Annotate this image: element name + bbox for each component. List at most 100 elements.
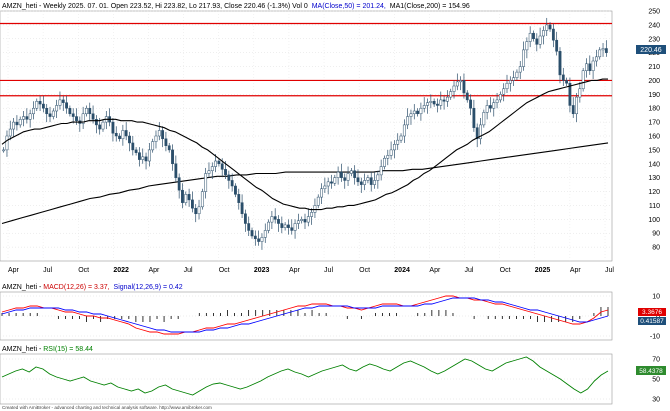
candle-body	[462, 80, 466, 94]
rsi-path	[1, 356, 609, 396]
candle-body	[68, 107, 72, 115]
candle-body	[495, 99, 499, 103]
y-tick-label: 150	[648, 147, 660, 154]
candle-body	[515, 71, 519, 78]
candle-body	[498, 94, 502, 101]
ma50-line	[1, 78, 608, 211]
candle-body	[174, 163, 178, 178]
candle-body	[151, 141, 155, 151]
rsi-title: AMZN_heti - RSI(15) = 58.44	[2, 346, 93, 353]
candle-body	[161, 130, 165, 140]
macd-value-label: 3.3676	[642, 309, 662, 316]
candle-body	[290, 227, 294, 231]
candle-body	[489, 105, 492, 109]
rsi-grid	[0, 358, 612, 400]
candle-body	[505, 82, 509, 90]
price-title: AMZN_heti - Weekly 2025. 07. 01. Open 22…	[2, 3, 470, 10]
candle-body	[336, 171, 340, 178]
candle-body	[18, 119, 22, 126]
candle-body	[164, 138, 168, 146]
candle-body	[330, 181, 333, 184]
candle-body	[525, 41, 529, 51]
y-tick-label: 140	[648, 161, 660, 168]
y-tick-label: 110	[649, 203, 660, 210]
candle-body	[340, 171, 343, 178]
candle-body	[399, 135, 403, 141]
candle-body	[591, 60, 595, 71]
x-tick-label: 2023	[254, 267, 270, 274]
candle-body	[58, 99, 62, 106]
macd-lines	[1, 295, 609, 335]
y-tick-label: 90	[652, 231, 660, 238]
candle-body	[306, 216, 310, 223]
candle-body	[230, 180, 234, 187]
candle-body	[508, 80, 512, 84]
candle-body	[522, 49, 525, 67]
candle-body	[181, 189, 184, 203]
candle-body	[194, 207, 198, 215]
candle-body	[207, 170, 211, 174]
candle-body	[210, 166, 214, 171]
candle-body	[28, 113, 32, 120]
candle-body	[88, 107, 92, 115]
candle-body	[171, 149, 174, 165]
rsi-value-label: 58.4378	[639, 368, 663, 375]
candle-body	[548, 24, 552, 30]
x-tick-label: Jul	[43, 267, 52, 274]
signal-path	[1, 297, 609, 333]
y-tick-label: 170	[648, 120, 660, 127]
candle-body	[353, 170, 357, 178]
candle-body	[267, 221, 270, 231]
candle-body	[15, 121, 19, 126]
candle-body	[114, 132, 118, 137]
candle-body	[601, 48, 605, 51]
candle-body	[449, 91, 453, 98]
macd-title: AMZN_heti - MACD(12,26) = 3.37, Signal(1…	[2, 284, 183, 291]
candle-body	[177, 177, 181, 191]
x-tick-label: Apr	[570, 267, 582, 274]
candle-body	[141, 156, 145, 160]
candle-body	[346, 173, 350, 181]
x-tick-label: Apr	[289, 267, 301, 274]
x-tick-label: 2025	[535, 267, 551, 274]
candle-body	[204, 173, 208, 192]
candle-body	[402, 124, 406, 137]
candle-body	[243, 213, 247, 224]
candle-body	[356, 177, 360, 183]
candle-body	[343, 177, 347, 181]
rsi-value-badge	[636, 366, 666, 375]
y-tick-label: 210	[648, 64, 660, 71]
candle-body	[416, 110, 419, 115]
candle-body	[41, 103, 45, 109]
candle-body	[94, 119, 98, 126]
candle-body	[373, 180, 376, 185]
x-tick-label: Oct	[219, 267, 230, 274]
rsi-y-tick-label: 30	[652, 397, 660, 404]
candle-body	[518, 66, 522, 73]
candle-body	[5, 135, 9, 151]
candle-body	[247, 223, 251, 231]
candle-body	[432, 101, 436, 105]
candle-body	[138, 152, 141, 160]
candle-body	[187, 194, 191, 201]
candle-body	[55, 105, 59, 112]
ma200-path	[1, 142, 609, 225]
candle-body	[528, 32, 532, 42]
candle-body	[277, 219, 280, 224]
candle-body	[81, 113, 85, 124]
rsi-y-tick-label: 70	[652, 357, 660, 364]
candle-body	[98, 124, 102, 130]
candle-body	[445, 96, 449, 102]
candle-body	[144, 156, 148, 162]
y-tick-label: 240	[648, 22, 660, 29]
y-tick-label: 250	[648, 9, 660, 16]
candle-body	[300, 219, 304, 221]
candle-body	[485, 105, 489, 113]
candle-body	[535, 38, 539, 45]
candle-body	[316, 196, 320, 206]
candle-body	[131, 142, 135, 151]
candle-body	[349, 170, 353, 174]
candle-body	[419, 107, 423, 115]
candle-body	[134, 149, 138, 153]
candles	[2, 17, 608, 250]
